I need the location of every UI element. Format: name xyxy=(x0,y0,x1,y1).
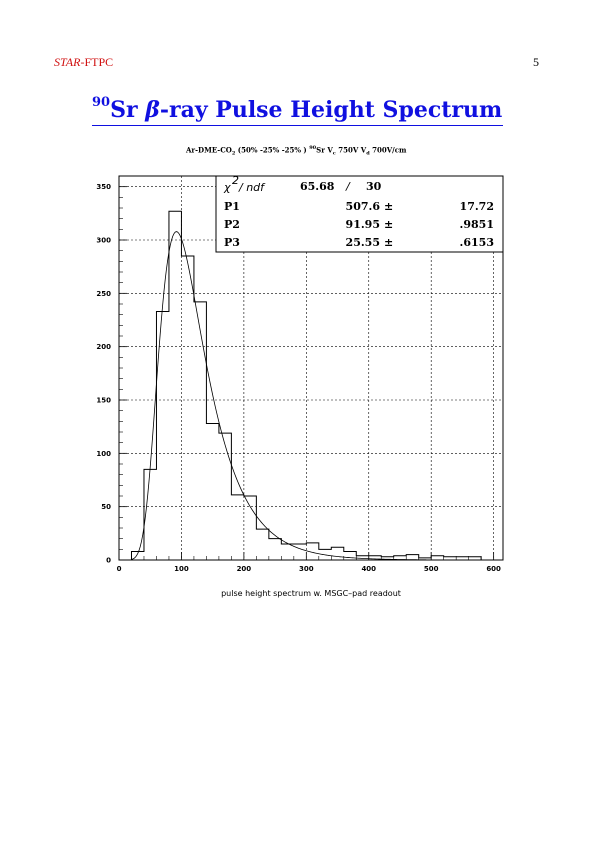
stats-p2-pm: ± xyxy=(384,218,393,231)
subtitle-sup-90: 90 xyxy=(309,145,317,151)
y-tick-label: 150 xyxy=(96,397,111,405)
x-tick-label: 0 xyxy=(117,565,122,573)
y-tick-label: 250 xyxy=(96,290,111,298)
y-tick-label: 350 xyxy=(96,183,111,191)
x-tick-label: 200 xyxy=(237,565,252,573)
header-label-italic: STAR xyxy=(54,55,81,69)
y-tick-label: 0 xyxy=(106,557,111,565)
stats-p2-error: .9851 xyxy=(460,218,494,231)
subtitle-gas: Ar-DME-CO xyxy=(186,145,232,155)
stats-chi-value: 65.68 xyxy=(300,180,335,193)
stats-p3-value: 25.55 xyxy=(346,236,380,249)
x-tick-label: 400 xyxy=(361,565,376,573)
fit-curve xyxy=(131,231,427,561)
stats-chi-sup: 2 xyxy=(232,174,239,187)
subtitle-sub-co2: 2 xyxy=(231,150,236,157)
y-tick-label: 50 xyxy=(101,503,111,511)
subtitle-field: 700V/cm xyxy=(369,145,407,155)
stats-chi-label: χ xyxy=(223,181,231,194)
stats-slash: / xyxy=(345,180,351,193)
subtitle-vc: 750V V xyxy=(335,145,367,155)
title-rest: -ray Pulse Height Spectrum xyxy=(159,97,503,123)
fit-curve-layer xyxy=(131,231,427,561)
chart-subtitle: Ar-DME-CO2 (50% -25% -25% ) 90Sr Vc 750V… xyxy=(186,145,406,157)
stats-p1-error: 17.72 xyxy=(460,200,494,213)
page-number: 5 xyxy=(533,55,539,69)
stats-p2-name: P2 xyxy=(224,218,240,231)
stats-p2-value: 91.95 xyxy=(346,218,380,231)
stats-ndf-label: / ndf xyxy=(238,181,266,194)
histogram-steps xyxy=(119,210,503,561)
title-underline xyxy=(92,125,503,126)
x-tick-label: 100 xyxy=(174,565,189,573)
stats-ndf-value: 30 xyxy=(366,180,382,193)
title-isotope-number: 90 xyxy=(92,95,111,110)
stats-p3-name: P3 xyxy=(224,236,240,249)
x-tick-label: 500 xyxy=(424,565,439,573)
title-element: Sr xyxy=(110,97,138,123)
stats-box: χ 2 / ndf 65.68 / 30 P1 507.6 ± 17.72 P2… xyxy=(215,174,504,253)
header-label: STAR-FTPC xyxy=(54,55,113,70)
y-tick-label: 100 xyxy=(96,450,111,458)
x-axis-label: pulse height spectrum w. MSGC–pad readou… xyxy=(221,589,401,598)
subtitle-source: Sr V xyxy=(316,145,333,155)
title-beta: β xyxy=(145,97,160,123)
stats-p1-name: P1 xyxy=(224,200,240,213)
subtitle-sub-c: c xyxy=(332,150,336,157)
x-tick-label: 600 xyxy=(486,565,501,573)
x-tick-label: 300 xyxy=(299,565,314,573)
stats-p3-error: .6153 xyxy=(460,236,494,249)
y-tick-label: 200 xyxy=(96,343,111,351)
y-tick-label: 300 xyxy=(96,237,111,245)
stats-p1-pm: ± xyxy=(384,200,393,213)
stats-p3-pm: ± xyxy=(384,236,393,249)
page-title: 90Sr β-ray Pulse Height Spectrum xyxy=(92,95,503,123)
stats-p1-value: 507.6 xyxy=(346,200,381,213)
subtitle-sub-d: d xyxy=(366,150,370,157)
stats-box-frame xyxy=(215,175,504,253)
histogram-layer xyxy=(119,210,503,561)
subtitle-mixture: (50% -25% -25% ) xyxy=(235,145,310,155)
header-label-rest: -FTPC xyxy=(80,55,114,69)
